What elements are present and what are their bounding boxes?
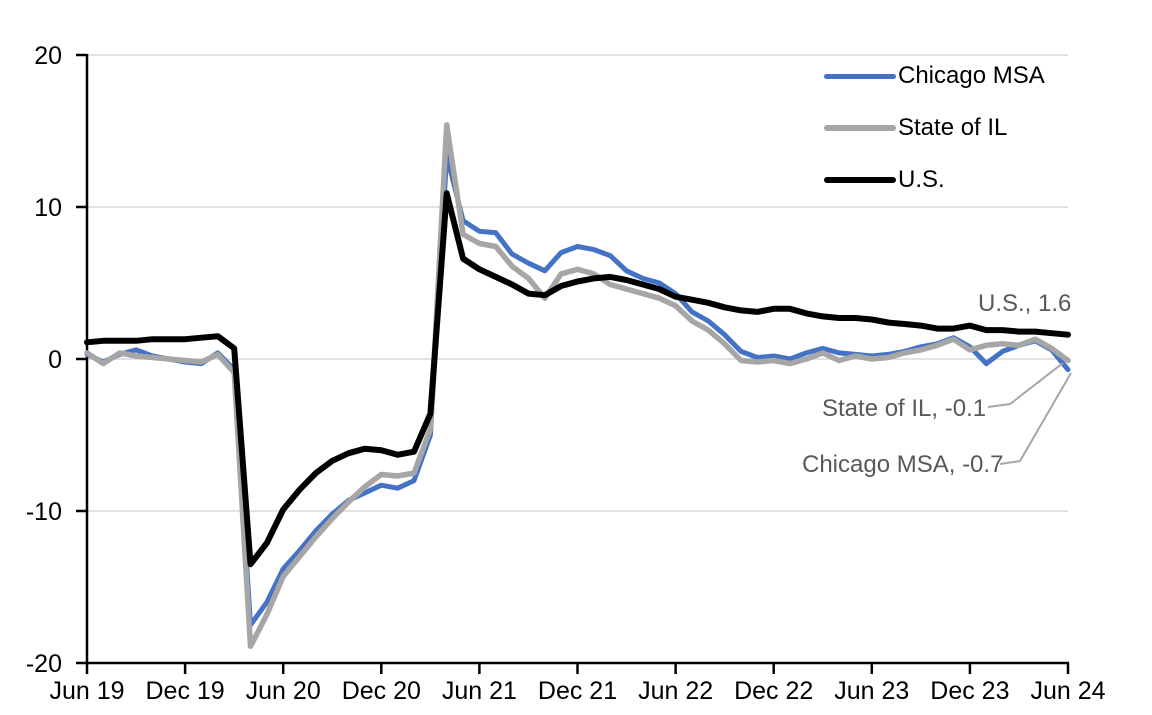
- annotation-us-value: U.S., 1.6: [978, 290, 1072, 317]
- legend-item-state-of-il: State of IL: [824, 102, 1045, 154]
- x-tick-label: Jun 21: [442, 677, 517, 705]
- legend-item-chicago-msa: Chicago MSA: [824, 50, 1045, 102]
- leader-line-chicago-msa: [999, 372, 1072, 465]
- chicago-msa-line-swatch: [824, 73, 896, 79]
- x-tick-label: Dec 21: [538, 677, 617, 705]
- legend-label-state-of-il: State of IL: [898, 114, 1008, 141]
- us-line-swatch: [824, 177, 896, 183]
- x-tick-label: Dec 19: [145, 677, 224, 705]
- y-tick-label: -10: [26, 498, 62, 526]
- legend-label-us: U.S.: [898, 166, 945, 193]
- annotation-state-of-il-value: State of IL, -0.1: [822, 395, 987, 422]
- y-tick-label: 10: [34, 194, 62, 222]
- x-tick-label: Dec 23: [930, 677, 1009, 705]
- legend-label-chicago-msa: Chicago MSA: [898, 62, 1045, 89]
- x-tick-label: Jun 19: [49, 677, 124, 705]
- x-tick-label: Dec 20: [342, 677, 421, 705]
- legend-item-us: U.S.: [824, 154, 1045, 206]
- x-tick-label: Jun 22: [638, 677, 713, 705]
- state-of-il-line-swatch: [824, 125, 896, 131]
- annotation-chicago-msa-value: Chicago MSA, -0.7: [802, 451, 1004, 478]
- x-tick-label: Jun 23: [834, 677, 909, 705]
- series-line-state-of-il: [84, 122, 1071, 650]
- series-line-u-s: [84, 190, 1071, 568]
- legend: Chicago MSA State of IL U.S.: [824, 50, 1045, 206]
- leader-line-state-of-il: [987, 362, 1064, 408]
- x-tick-label: Jun 24: [1030, 677, 1105, 705]
- y-tick-label: 20: [34, 42, 62, 70]
- x-tick-label: Jun 20: [246, 677, 321, 705]
- y-tick-label: -20: [26, 650, 62, 678]
- y-tick-label: 0: [48, 346, 62, 374]
- x-tick-label: Dec 22: [734, 677, 813, 705]
